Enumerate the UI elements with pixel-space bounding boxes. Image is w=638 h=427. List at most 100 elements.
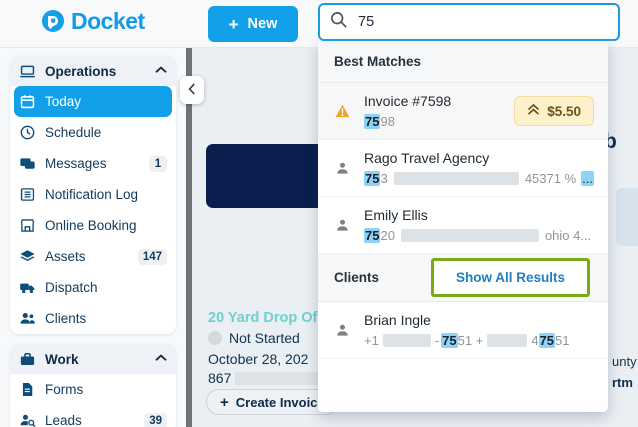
sidebar-item-dispatch[interactable]: Dispatch: [10, 272, 176, 303]
create-invoice-label: Create Invoice: [235, 394, 325, 410]
match-tail: 45371 %: [524, 171, 577, 186]
job-title[interactable]: 20 Yard Drop Of: [208, 310, 318, 326]
search-result-title: Emily Ellis: [364, 207, 428, 223]
sidebar: Operations Today Sc: [0, 48, 186, 427]
chevron-left-icon: [188, 82, 196, 98]
search-result-body: Invoice #7598 75 98: [364, 93, 502, 129]
sidebar-item-forms[interactable]: Forms: [10, 374, 176, 405]
sidebar-item-today[interactable]: Today: [14, 86, 172, 117]
truck-icon: [19, 279, 36, 296]
section-header-best-matches: Best Matches: [318, 41, 608, 83]
sidebar-item-assets[interactable]: Assets 147: [10, 241, 176, 272]
match-highlight: 75: [364, 228, 381, 243]
sidebar-item-label: Forms: [45, 382, 84, 397]
sidebar-item-label: Leads: [45, 413, 82, 427]
briefcase-icon: [19, 351, 36, 368]
people-icon: [19, 310, 36, 327]
create-invoice-button[interactable]: + Create Invoice: [206, 389, 339, 415]
sidebar-item-leads[interactable]: Leads 39: [10, 405, 176, 427]
search-result-row-rago-travel-agency[interactable]: Rago Travel Agency 75 3 45371 % ...: [318, 140, 608, 197]
nav-group-header-operations[interactable]: Operations: [10, 56, 176, 86]
nav-group-title: Operations: [45, 63, 117, 79]
sidebar-item-label: Online Booking: [45, 218, 137, 233]
invoice-amount-badge: $5.50: [514, 96, 594, 126]
background-text-fragment-2: rtm: [612, 375, 633, 390]
phone-part-1: -: [434, 333, 440, 348]
redacted-field: [393, 172, 519, 185]
plus-icon: +: [220, 393, 229, 411]
match-highlight: 75: [441, 333, 458, 348]
chevrons-up-icon: [527, 103, 540, 119]
section-title: Best Matches: [334, 54, 422, 69]
calendar-icon: [19, 93, 36, 110]
invoice-amount-text: $5.50: [547, 103, 581, 119]
document-icon: [19, 381, 36, 398]
sidebar-item-badge: 147: [137, 248, 167, 265]
search-result-subtitle: 75 20 ohio 4...: [364, 228, 594, 243]
match-rest: 3: [380, 171, 388, 186]
match-tail: ohio 4...: [544, 228, 592, 243]
search-results-dropdown: Best Matches Invoice #7598 75 98 $5.50: [318, 41, 608, 412]
search-result-subtitle: +1 - 75 51 + 4 75 51: [364, 333, 594, 348]
search-result-body: Emily Ellis 75 20 ohio 4...: [364, 207, 594, 243]
new-button-label: New: [247, 16, 278, 32]
person-icon: [332, 150, 352, 175]
match-rest: 98: [380, 114, 395, 129]
search-result-row-brian-ingle[interactable]: Brian Ingle +1 - 75 51 + 4 75 51: [318, 302, 608, 359]
global-search-box[interactable]: [318, 3, 620, 41]
laptop-icon: [19, 63, 36, 80]
job-address-number: 867: [208, 370, 232, 386]
clock-icon: [19, 124, 36, 141]
person-search-icon: [19, 412, 36, 427]
sidebar-item-clients[interactable]: Clients: [10, 303, 176, 334]
nav-group-header-work[interactable]: Work: [10, 344, 176, 374]
phone-part-0: +1: [364, 333, 379, 348]
sidebar-item-online-booking[interactable]: Online Booking: [10, 210, 176, 241]
sidebar-item-label: Clients: [45, 311, 87, 326]
docket-logo-icon: [40, 8, 66, 34]
show-all-results-button[interactable]: Show All Results: [430, 258, 590, 297]
brand-logo[interactable]: Docket: [40, 8, 145, 34]
section-header-clients: Clients Show All Results: [318, 254, 608, 302]
sidebar-resize-handle[interactable]: [186, 48, 192, 427]
redacted-field: [382, 334, 431, 347]
phone-part-6: 51: [555, 333, 570, 348]
person-icon: [332, 207, 352, 232]
search-result-row-emily-ellis[interactable]: Emily Ellis 75 20 ohio 4...: [318, 197, 608, 254]
search-result-title: Brian Ingle: [364, 312, 431, 328]
redacted-field: [487, 334, 528, 347]
search-result-subtitle: 75 3 45371 % ...: [364, 171, 594, 186]
chat-icon: [19, 155, 36, 172]
nav-group-work: Work Forms: [10, 344, 176, 427]
search-result-body: Brian Ingle +1 - 75 51 + 4 75 51: [364, 312, 594, 348]
match-highlight: 75: [364, 171, 381, 186]
new-button[interactable]: + New: [208, 6, 298, 42]
sidebar-item-label: Notification Log: [45, 187, 139, 202]
background-text-fragment-1: unty: [612, 354, 637, 369]
section-title: Clients: [334, 270, 380, 285]
status-dot-icon: [208, 331, 222, 345]
job-status-label: Not Started: [229, 330, 300, 346]
list-icon: [19, 186, 36, 203]
storefront-icon: [19, 217, 36, 234]
sidebar-item-label: Messages: [45, 156, 107, 171]
sidebar-item-label: Dispatch: [45, 280, 98, 295]
chevron-up-icon[interactable]: [155, 65, 167, 77]
nav-group-operations: Operations Today Sc: [10, 56, 176, 334]
warning-triangle-icon: [332, 93, 352, 118]
sidebar-item-notification-log[interactable]: Notification Log: [10, 179, 176, 210]
search-result-body: Rago Travel Agency 75 3 45371 % ...: [364, 150, 594, 186]
match-tail-highlight: ...: [581, 171, 594, 186]
sidebar-item-schedule[interactable]: Schedule: [10, 117, 176, 148]
sidebar-item-badge: 1: [149, 155, 167, 172]
sidebar-item-label: Assets: [45, 249, 86, 264]
search-result-row-invoice[interactable]: Invoice #7598 75 98 $5.50: [318, 83, 608, 140]
search-result-title: Invoice #7598: [364, 93, 452, 109]
match-highlight: 75: [538, 333, 556, 348]
search-input[interactable]: [358, 14, 608, 30]
job-status: Not Started: [208, 330, 300, 346]
sidebar-collapse-button[interactable]: [180, 76, 204, 104]
chevron-up-icon[interactable]: [155, 353, 167, 365]
sidebar-item-messages[interactable]: Messages 1: [10, 148, 176, 179]
